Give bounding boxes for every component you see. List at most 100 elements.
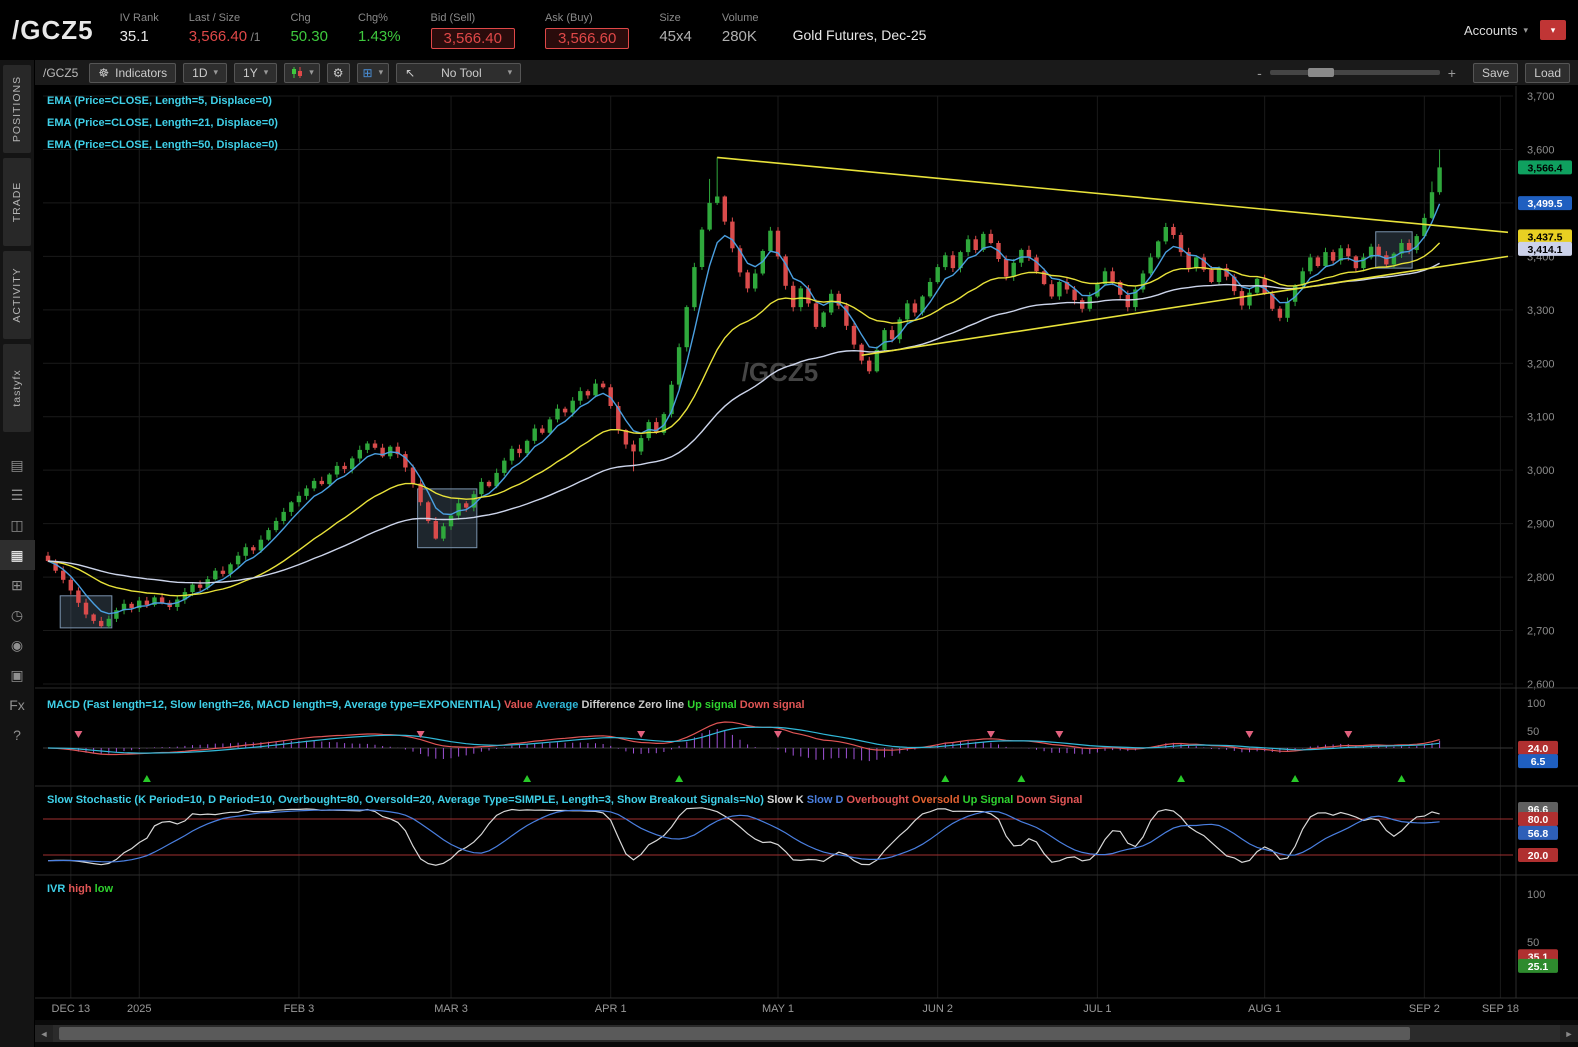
date-axis-label: DEC 13 (52, 1003, 91, 1015)
grid-layout-icon: ⊞ (362, 65, 373, 80)
svg-text:6.5: 6.5 (1531, 756, 1546, 768)
ema-study-label[interactable]: EMA (Price=CLOSE, Length=21, Displace=0) (47, 117, 278, 129)
sidebar-tab-positions[interactable]: POSITIONS (3, 65, 31, 153)
chart-settings-button[interactable]: ⚙ (326, 62, 350, 83)
down-signal-arrow (416, 731, 425, 738)
layout-grid-select[interactable]: ⊞ ▾ (356, 62, 390, 83)
candlestick-chart-icon (292, 67, 303, 78)
up-signal-arrow (1397, 775, 1406, 782)
date-axis-label: SEP 18 (1482, 1003, 1519, 1015)
range-select[interactable]: 1Y ▾ (234, 62, 278, 83)
sidebar-tab-activity[interactable]: ACTIVITY (3, 251, 31, 339)
toolbar-symbol: /GCZ5 (43, 65, 79, 80)
chart-area: 3,7003,6003,5003,4003,3003,2003,1003,000… (35, 86, 1578, 1020)
history-icon[interactable]: ◷ (10, 606, 24, 623)
chevron-down-icon: ▾ (263, 67, 269, 77)
chevron-down-icon: ▾ (1550, 24, 1556, 35)
down-signal-arrow (986, 731, 995, 738)
studies-icon: ☸ (98, 65, 110, 80)
ema-study-label[interactable]: EMA (Price=CLOSE, Length=5, Displace=0) (47, 95, 272, 107)
price-axis-label: 2,600 (1527, 679, 1555, 691)
trendline-drawing[interactable] (861, 255, 1509, 357)
sidebar-tab-trade[interactable]: TRADE (3, 158, 31, 246)
date-axis-label: MAY 1 (762, 1003, 794, 1015)
svg-text:56.8: 56.8 (1528, 828, 1549, 840)
axis-badge: 3,566.4 (1518, 160, 1572, 175)
zoom-in-button[interactable]: + (1447, 64, 1456, 81)
axis-badge: 3,437.5 (1518, 229, 1572, 244)
date-axis-label: SEP 2 (1409, 1003, 1440, 1015)
quote-field-value: 45x4 (659, 27, 692, 45)
timeframe-select[interactable]: 1D ▾ (183, 62, 228, 83)
sidebar-tab-tastyfx[interactable]: tastyfx (3, 344, 31, 432)
zoom-out-button[interactable]: - (1257, 64, 1262, 81)
account-menu-button[interactable]: ▾ (1540, 20, 1566, 40)
svg-text:80.0: 80.0 (1528, 814, 1549, 826)
sidebar-tab-label: ACTIVITY (11, 267, 23, 323)
grid-icon[interactable]: ⊞ (11, 576, 23, 593)
left-sidebar: POSITIONS TRADE ACTIVITY tastyfx ▤ ☰ ◫ ▦ ⊞ ◷ ◉ ▣ Fx… (0, 60, 35, 1047)
up-signal-arrow (523, 775, 532, 782)
quote-field-label: Bid (Sell) (430, 11, 476, 24)
macd-average-line (47, 726, 1440, 754)
date-axis-label: MAR 3 (434, 1003, 468, 1015)
quote-field-label: Chg% (358, 11, 388, 24)
chart-type-select[interactable]: ▾ (284, 62, 320, 83)
axis-badge: 56.8 (1518, 825, 1558, 840)
save-button[interactable]: Save (1472, 62, 1519, 83)
price-axis-label: 3,000 (1527, 465, 1555, 477)
zoom-slider[interactable] (1269, 68, 1440, 77)
trendline-drawing[interactable] (717, 156, 1509, 234)
fx-icon[interactable]: Fx (9, 697, 25, 713)
list-icon[interactable]: ☰ (10, 486, 24, 503)
down-signal-arrow (1245, 731, 1254, 738)
drawing-tool-select[interactable]: ↖ No Tool ▾ (396, 62, 522, 83)
quote-field-value[interactable]: 3,566.60 (544, 27, 630, 49)
scrollbar-left-arrow[interactable]: ◄ (39, 1028, 49, 1039)
axis-badge: 6.5 (1518, 754, 1558, 769)
chart-icon[interactable]: ▦ (0, 540, 35, 570)
layout-icon[interactable]: ◫ (10, 516, 24, 533)
svg-text:3,566.4: 3,566.4 (1527, 162, 1562, 174)
people-icon[interactable]: ◉ (10, 636, 24, 653)
quote-field-label: Ask (Buy) (544, 11, 593, 24)
down-signal-arrow (637, 731, 646, 738)
chart-scrollbar[interactable]: ◄ ► (35, 1025, 1578, 1042)
help-icon[interactable]: ? (13, 727, 21, 743)
package-icon[interactable]: ▣ (10, 666, 24, 683)
zoom-slider-thumb[interactable] (1307, 68, 1334, 77)
scrollbar-right-arrow[interactable]: ► (1564, 1028, 1574, 1039)
study-label[interactable]: MACD (Fast length=12, Slow length=26, MA… (47, 699, 805, 711)
quote-field-iv-rank: IV Rank 35.1 (120, 12, 159, 45)
quote-field-value: 280K (721, 27, 757, 45)
orders-icon[interactable]: ▤ (10, 456, 24, 473)
svg-text:25.1: 25.1 (1528, 961, 1549, 973)
accounts-label: Accounts (1463, 22, 1518, 38)
quote-field-label: Volume (721, 11, 759, 24)
scrollbar-track[interactable] (53, 1025, 1560, 1042)
svg-text:24.0: 24.0 (1528, 743, 1549, 755)
axis-badge: 20.0 (1518, 848, 1558, 862)
chart-watermark: /GCZ5 (742, 357, 819, 387)
sidebar-icons: ▤ ☰ ◫ ▦ ⊞ ◷ ◉ ▣ Fx? (0, 450, 35, 750)
price-axis-label: 3,200 (1527, 358, 1555, 370)
sidebar-tab-label: POSITIONS (11, 75, 23, 143)
study-label[interactable]: Slow Stochastic (K Period=10, D Period=1… (47, 794, 1082, 806)
quote-field-value[interactable]: 3,566.40 (430, 27, 515, 49)
price-axis-label: 3,700 (1527, 91, 1555, 103)
study-label[interactable]: IVR high low (47, 883, 113, 895)
scrollbar-thumb[interactable] (59, 1027, 1410, 1040)
quote-field-label: Last / Size (188, 11, 241, 24)
price-chart[interactable]: 3,7003,6003,5003,4003,3003,2003,1003,000… (35, 86, 1578, 1020)
load-button[interactable]: Load (1525, 62, 1570, 83)
chevron-down-icon: ▾ (507, 67, 513, 77)
svg-text:100: 100 (1527, 698, 1545, 710)
ema-study-label[interactable]: EMA (Price=CLOSE, Length=50, Displace=0) (47, 139, 278, 151)
instrument-description: Gold Futures, Dec-25 (792, 27, 927, 43)
date-axis-label: JUN 2 (922, 1003, 953, 1015)
indicators-button[interactable]: ☸ Indicators (89, 62, 177, 83)
quote-field-value: 1.43% (358, 27, 401, 45)
accounts-dropdown[interactable]: Accounts ▾ (1464, 23, 1528, 38)
quote-fields: IV Rank 35.1 Last / Size 3,566.40 /1 Chg 50.3… (120, 12, 789, 49)
